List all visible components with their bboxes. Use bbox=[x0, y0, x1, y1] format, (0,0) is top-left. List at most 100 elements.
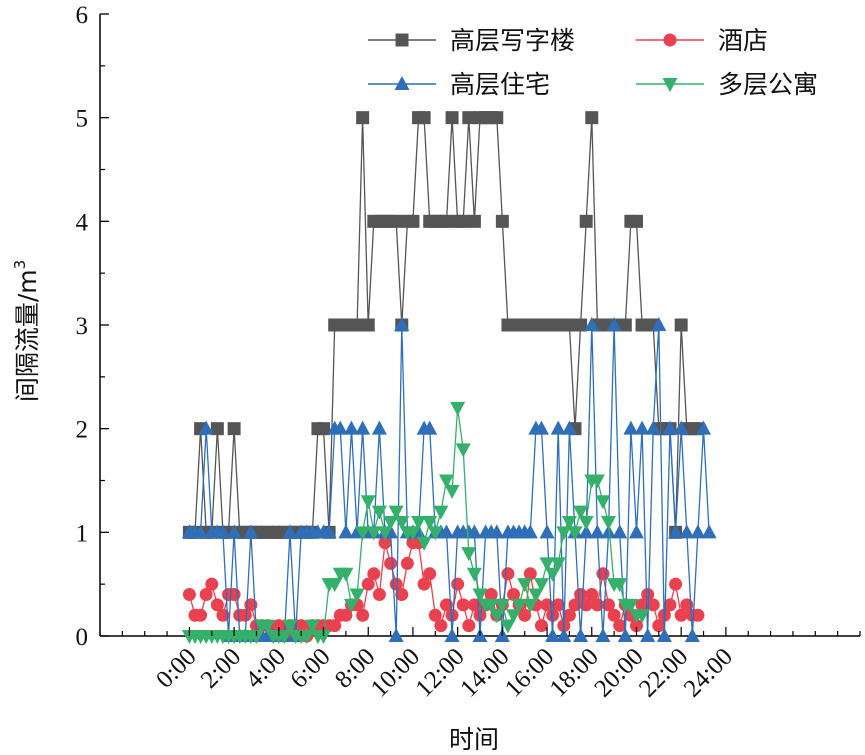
data-point bbox=[628, 524, 644, 539]
data-point bbox=[617, 628, 633, 642]
data-point bbox=[317, 422, 331, 436]
data-point bbox=[338, 524, 354, 539]
data-point bbox=[607, 608, 621, 622]
data-point bbox=[651, 317, 667, 331]
data-point bbox=[500, 619, 516, 634]
data-point bbox=[276, 630, 292, 644]
data-point bbox=[226, 524, 242, 539]
data-point bbox=[321, 524, 337, 539]
data-point bbox=[629, 619, 643, 633]
y-tick-label: 2 bbox=[76, 417, 89, 444]
data-point bbox=[561, 515, 577, 530]
data-point bbox=[669, 577, 683, 591]
y-tick-label: 1 bbox=[76, 520, 89, 547]
data-point bbox=[416, 536, 432, 551]
data-point bbox=[550, 420, 566, 435]
legend-entry: 酒店 bbox=[636, 26, 768, 55]
data-point bbox=[445, 608, 459, 622]
data-point bbox=[199, 588, 213, 602]
data-point bbox=[434, 619, 448, 633]
data-point bbox=[243, 524, 259, 539]
data-point bbox=[466, 524, 482, 539]
data-point bbox=[343, 420, 359, 435]
data-point bbox=[585, 588, 599, 602]
data-point bbox=[444, 628, 460, 642]
x-tick-label: 6:00 bbox=[285, 643, 336, 694]
data-point bbox=[388, 628, 404, 642]
data-point bbox=[394, 317, 410, 331]
data-point bbox=[282, 524, 298, 539]
data-point bbox=[367, 567, 381, 581]
data-point bbox=[328, 619, 342, 633]
data-point bbox=[417, 577, 431, 591]
data-point bbox=[522, 524, 538, 539]
x-tick-label: 24:00 bbox=[679, 643, 738, 702]
legend-marker bbox=[395, 33, 409, 47]
data-point bbox=[550, 557, 566, 572]
y-tick-label: 6 bbox=[76, 2, 89, 29]
data-point bbox=[360, 495, 376, 510]
data-point bbox=[507, 588, 521, 602]
data-point bbox=[361, 577, 375, 591]
axes bbox=[99, 14, 860, 637]
data-point bbox=[567, 526, 583, 541]
data-point bbox=[299, 630, 315, 644]
data-point bbox=[561, 420, 577, 435]
data-point bbox=[623, 420, 639, 435]
data-point bbox=[635, 598, 649, 612]
legend-entry: 高层写字楼 bbox=[368, 26, 575, 55]
data-point bbox=[684, 628, 700, 642]
data-point bbox=[623, 598, 639, 613]
data-point bbox=[518, 608, 532, 622]
data-point bbox=[674, 608, 688, 622]
data-point bbox=[343, 598, 359, 613]
data-point bbox=[361, 318, 375, 332]
data-point bbox=[417, 111, 431, 125]
data-point bbox=[601, 515, 617, 530]
legend-entry: 高层住宅 bbox=[368, 70, 550, 99]
data-point bbox=[349, 588, 365, 603]
data-point bbox=[634, 609, 650, 624]
data-point bbox=[662, 420, 678, 435]
legend-label: 高层住宅 bbox=[450, 70, 550, 99]
data-point bbox=[489, 609, 505, 624]
data-point bbox=[640, 628, 656, 642]
data-point bbox=[356, 608, 370, 622]
data-point bbox=[338, 567, 354, 582]
data-point bbox=[601, 524, 617, 539]
data-point bbox=[394, 515, 410, 530]
data-point bbox=[389, 214, 403, 228]
data-point bbox=[438, 524, 454, 539]
y-axis-title: 间隔流量/m3 bbox=[11, 260, 42, 402]
data-point bbox=[467, 214, 481, 228]
data-point bbox=[451, 577, 465, 591]
data-point bbox=[372, 588, 386, 602]
data-point bbox=[428, 608, 442, 622]
data-point bbox=[584, 317, 600, 331]
data-point bbox=[562, 608, 576, 622]
legend-label: 多层公寓 bbox=[718, 70, 818, 99]
data-point bbox=[573, 628, 589, 642]
data-point bbox=[371, 505, 387, 520]
data-point bbox=[282, 619, 298, 634]
data-point bbox=[578, 524, 594, 539]
data-point bbox=[629, 214, 643, 228]
data-point bbox=[645, 420, 661, 435]
data-point bbox=[674, 318, 688, 332]
data-point bbox=[545, 567, 561, 582]
data-point bbox=[473, 608, 487, 622]
data-point bbox=[427, 526, 443, 541]
data-point bbox=[539, 557, 555, 572]
data-point bbox=[227, 422, 241, 436]
data-point bbox=[339, 608, 353, 622]
data-point bbox=[562, 318, 576, 332]
data-point bbox=[272, 619, 286, 633]
data-point bbox=[466, 567, 482, 582]
data-point bbox=[198, 420, 214, 435]
data-point bbox=[411, 515, 427, 530]
data-point bbox=[679, 524, 695, 539]
data-point bbox=[433, 505, 449, 520]
data-point bbox=[248, 630, 264, 644]
y-axis-title-superscript: 3 bbox=[11, 260, 29, 270]
x-tick-label: 18:00 bbox=[545, 643, 604, 702]
